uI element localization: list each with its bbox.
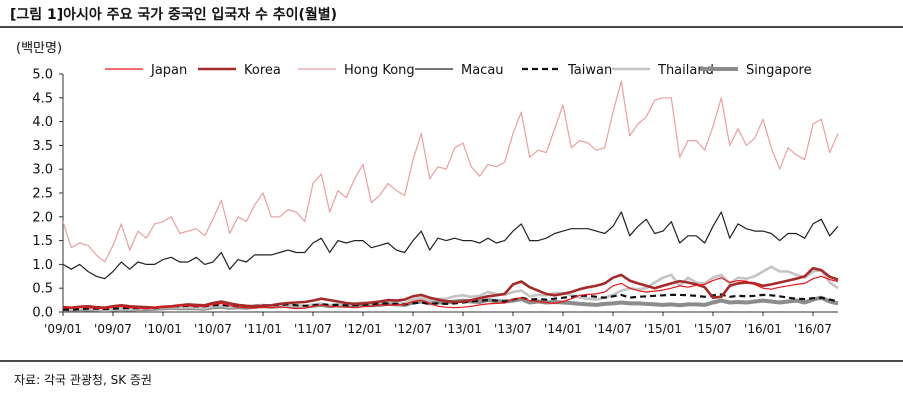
x-tick-label: '10/01 [144, 322, 182, 336]
x-tick-label: '15/07 [694, 322, 732, 336]
figure-title: [그림 1]아시아 주요 국가 중국인 입국자 수 추이(월별) [10, 7, 338, 23]
series-line-thailand [62, 265, 839, 312]
source-note: 자료: 각국 관광청, SK 증권 [14, 373, 152, 387]
y-axis-unit-label: (백만명) [16, 41, 63, 56]
y-tick-label: 2.0 [32, 210, 53, 225]
series-line-hong-kong [62, 80, 839, 263]
legend-label-thailand: Thailand [657, 63, 714, 78]
x-tick-label: '11/07 [294, 322, 332, 336]
title-divider [0, 26, 903, 28]
y-tick-label: 4.5 [32, 91, 53, 106]
x-tick-label: '16/07 [794, 322, 832, 336]
x-tick-label: '11/01 [244, 322, 282, 336]
y-tick-label: 1.0 [32, 258, 53, 273]
footer-divider [0, 360, 903, 362]
x-tick-label: '12/07 [394, 322, 432, 336]
x-tick-label: '14/01 [544, 322, 582, 336]
x-tick-label: '12/01 [344, 322, 382, 336]
y-tick-label: 0.0 [32, 306, 53, 321]
series-line-macau [62, 211, 839, 280]
y-tick-label: 0.5 [32, 282, 53, 297]
x-tick-label: '13/07 [494, 322, 532, 336]
series-line-korea [62, 266, 839, 310]
y-tick-label: 5.0 [32, 68, 53, 83]
y-tick-label: 3.0 [32, 163, 53, 178]
x-tick-label: '15/01 [644, 322, 682, 336]
x-tick-label: '10/07 [194, 322, 232, 336]
x-tick-label: '09/01 [44, 322, 82, 336]
legend-label-taiwan: Taiwan [567, 63, 612, 78]
series-line-japan [62, 275, 839, 310]
y-tick-label: 3.5 [32, 139, 53, 154]
x-tick-label: '14/07 [594, 322, 632, 336]
x-tick-label: '09/07 [94, 322, 132, 336]
y-tick-label: 1.5 [32, 234, 53, 249]
legend-label-japan: Japan [150, 63, 187, 78]
x-tick-label: '16/01 [744, 322, 782, 336]
legend-label-korea: Korea [244, 63, 281, 78]
y-tick-label: 4.0 [32, 115, 53, 130]
legend-label-hong-kong: Hong Kong [344, 63, 415, 78]
legend-label-singapore: Singapore [746, 63, 812, 78]
legend-label-macau: Macau [461, 63, 504, 78]
x-tick-label: '13/01 [444, 322, 482, 336]
y-tick-label: 2.5 [32, 187, 53, 202]
